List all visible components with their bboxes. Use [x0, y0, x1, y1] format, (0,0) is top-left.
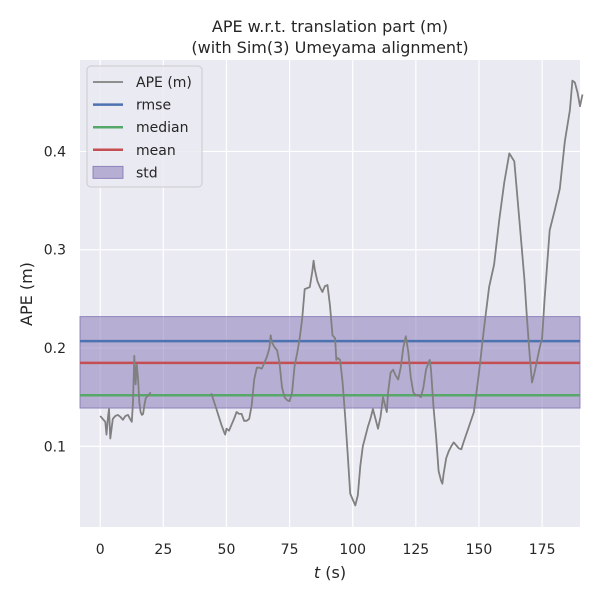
stat-lines: [80, 339, 580, 397]
x-tick-label: 25: [154, 542, 172, 558]
legend-label-rmse: rmse: [136, 98, 171, 114]
x-axis-label-symbol: t: [314, 563, 321, 582]
x-tick-label: 125: [402, 542, 429, 558]
y-tick-label: 0.1: [44, 439, 66, 455]
legend-label-median: median: [136, 120, 188, 136]
x-tick-labels: 0 25 50 75 100 125 150 175: [96, 542, 556, 558]
chart-subtitle: (with Sim(3) Umeyama alignment): [191, 38, 468, 57]
x-tick-label: 175: [529, 542, 556, 558]
legend-label-ape: APE (m): [136, 75, 192, 91]
legend: APE (m) rmse median mean std: [86, 65, 203, 188]
x-axis-label: t (s): [314, 563, 346, 582]
y-tick-label: 0.3: [44, 243, 66, 259]
series-layer: [99, 79, 584, 507]
y-tick-label: 0.4: [44, 144, 66, 160]
x-tick-label: 100: [339, 542, 366, 558]
ape-series-line: [210, 79, 584, 507]
y-axis-label: APE (m): [17, 262, 36, 326]
legend-swatch-std: [92, 165, 124, 179]
legend-box: [86, 65, 203, 188]
y-tick-label: 0.2: [44, 341, 66, 357]
legend-label-std: std: [136, 165, 158, 181]
x-tick-label: 150: [466, 542, 493, 558]
ape-series-line: [99, 355, 152, 440]
y-tick-labels: 0.1 0.2 0.3 0.4: [44, 144, 66, 455]
x-tick-label: 0: [96, 542, 105, 558]
x-axis-label-unit: (s): [320, 563, 346, 582]
x-tick-label: 75: [281, 542, 299, 558]
x-tick-label: 50: [218, 542, 236, 558]
chart-title: APE w.r.t. translation part (m): [212, 17, 448, 36]
legend-label-mean: mean: [136, 143, 176, 159]
